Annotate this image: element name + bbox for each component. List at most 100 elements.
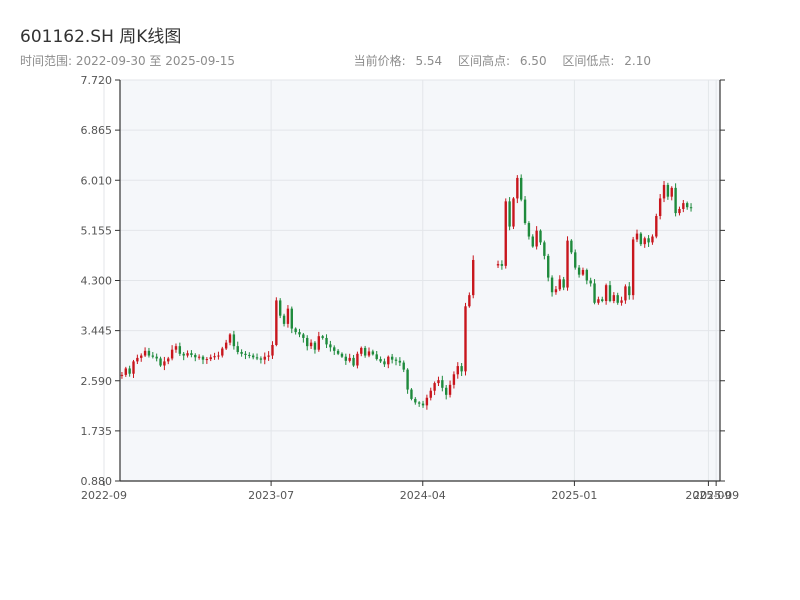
candle-up xyxy=(267,351,270,361)
candle-body xyxy=(294,328,297,333)
candle-body xyxy=(155,356,158,359)
candle-up xyxy=(658,194,662,220)
candle-body xyxy=(398,360,402,363)
candle-body xyxy=(417,402,421,404)
candle-up xyxy=(651,234,654,245)
candle-body xyxy=(267,355,270,357)
candle-body xyxy=(608,285,612,302)
candle-body xyxy=(124,368,127,375)
price-stats: 当前价格: 5.54 区间高点: 6.50 区间低点: 2.10 xyxy=(342,52,651,69)
candle-body xyxy=(674,187,677,214)
candle-down xyxy=(182,352,185,361)
candle-body xyxy=(147,350,151,356)
candle-body xyxy=(647,238,650,243)
candle-body xyxy=(263,356,266,360)
candle-up xyxy=(163,356,166,371)
candle-up xyxy=(643,236,646,248)
candle-down xyxy=(685,201,689,210)
current-price-value: 5.54 xyxy=(415,54,443,68)
candle-up xyxy=(309,339,313,349)
candle-down xyxy=(608,281,612,303)
candle-body xyxy=(554,289,558,293)
candle-body xyxy=(371,351,375,355)
candle-up xyxy=(452,371,456,389)
candle-up xyxy=(263,352,266,365)
candle-body xyxy=(620,300,623,303)
candle-body xyxy=(151,355,155,357)
candle-down xyxy=(410,388,413,401)
range-high-stat: 区间高点: 6.50 xyxy=(452,54,547,68)
candle-up xyxy=(624,284,627,304)
candle-body xyxy=(666,184,670,197)
candle-down xyxy=(666,182,670,200)
current-price-stat: 当前价格: 5.54 xyxy=(348,54,443,68)
candle-body xyxy=(298,332,301,335)
candle-body xyxy=(448,384,452,395)
candle-up xyxy=(197,354,201,360)
candle-down xyxy=(240,349,243,357)
candle-up xyxy=(655,213,658,239)
candle-up xyxy=(140,353,143,362)
candle-up xyxy=(612,292,616,304)
candle-down xyxy=(298,328,301,338)
candle-body xyxy=(429,390,432,398)
candle-body xyxy=(363,347,367,356)
candle-body xyxy=(259,358,263,360)
candle-up xyxy=(682,199,685,213)
candles xyxy=(120,174,693,410)
candle-up xyxy=(472,255,475,299)
candle-body xyxy=(570,240,573,253)
candle-up xyxy=(566,236,569,291)
candle-up xyxy=(367,347,371,358)
candle-body xyxy=(236,346,239,353)
candle-body xyxy=(670,187,673,197)
y-tick-label: 4.300 xyxy=(81,275,113,288)
candle-body xyxy=(508,201,511,227)
candle-down xyxy=(259,356,263,364)
candle-up xyxy=(429,387,432,401)
candle-down xyxy=(390,353,394,364)
candle-body xyxy=(367,351,371,356)
candle-body xyxy=(186,353,189,356)
candle-down xyxy=(689,203,693,212)
candle-body xyxy=(390,356,394,360)
candle-down xyxy=(531,234,534,248)
candle-body xyxy=(616,295,619,303)
range-low-label: 区间低点: xyxy=(562,54,615,68)
candle-up xyxy=(464,302,467,376)
candle-down xyxy=(352,354,355,367)
candle-down xyxy=(441,375,444,392)
candle-down xyxy=(375,351,378,361)
candle-body xyxy=(282,315,286,324)
candle-up xyxy=(209,354,212,362)
candle-up xyxy=(620,296,623,306)
candle-down xyxy=(628,282,631,300)
x-tick-label: 2025-09 xyxy=(685,489,731,502)
candle-up xyxy=(186,350,189,358)
x-tick-label: 2023-07 xyxy=(248,489,294,502)
candle-down xyxy=(577,265,581,278)
candle-body xyxy=(321,336,324,338)
candle-down xyxy=(547,253,550,282)
candle-body xyxy=(628,286,631,296)
candle-body xyxy=(174,346,178,350)
candle-down xyxy=(344,353,348,365)
candle-body xyxy=(329,344,332,348)
candle-body xyxy=(228,334,232,343)
page-title: 601162.SH 周K线图 xyxy=(20,27,182,47)
candle-body xyxy=(178,346,182,354)
candle-body xyxy=(433,383,436,391)
candle-down xyxy=(255,353,259,361)
candle-up xyxy=(224,339,228,350)
candle-down xyxy=(379,356,382,363)
candle-body xyxy=(643,238,646,245)
candle-up xyxy=(132,359,135,378)
candle-body xyxy=(496,264,500,266)
candle-down xyxy=(414,397,417,405)
candle-down xyxy=(329,340,332,352)
candle-down xyxy=(333,345,336,355)
candle-body xyxy=(604,285,608,302)
candle-up xyxy=(120,371,124,379)
y-tick-label: 2.590 xyxy=(81,375,113,388)
candle-body xyxy=(232,334,236,347)
